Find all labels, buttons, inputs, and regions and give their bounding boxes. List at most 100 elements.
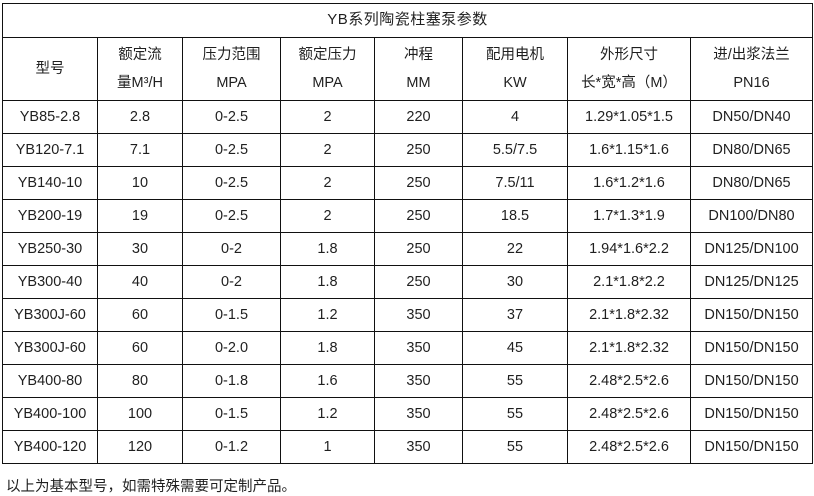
table-cell: 2.1*1.8*2.2 xyxy=(567,265,691,299)
column-header-4: 冲程 MM xyxy=(374,37,463,101)
column-header-line2: 量M³/H xyxy=(117,74,163,91)
cell-model: YB400-100 xyxy=(2,397,98,431)
table-cell: 30 xyxy=(462,265,568,299)
column-header-line1: 进/出浆法兰 xyxy=(713,47,790,64)
table-cell: 4 xyxy=(462,100,568,134)
table-cell: 2.48*2.5*2.6 xyxy=(567,364,691,398)
table-cell: 55 xyxy=(462,430,568,464)
column-header-line2: PN16 xyxy=(733,74,770,91)
cell-model: YB300J-60 xyxy=(2,331,98,365)
table-cell: 10 xyxy=(97,166,183,200)
table-cell: 1.7*1.3*1.9 xyxy=(567,199,691,233)
table-row: YB140-10 10 0-2.5 2 250 7.5/11 1.6*1.2*1.6 DN80… xyxy=(2,166,814,200)
cell-model: YB400-80 xyxy=(2,364,98,398)
column-header-line1: 冲程 xyxy=(404,47,433,64)
table-cell: 80 xyxy=(97,364,183,398)
table-title-row: YB系列陶瓷柱塞泵参数 xyxy=(1,3,814,38)
table-cell: 250 xyxy=(374,265,463,299)
column-header-line1: 型号 xyxy=(35,60,65,77)
table-cell: 0-2.5 xyxy=(182,133,281,167)
table-cell: DN100/DN80 xyxy=(689,199,814,233)
table-row: YB300-40 40 0-2 1.8 250 30 2.1*1.8*2.2 DN125/DN… xyxy=(2,265,814,299)
table-cell: 2.1*1.8*2.32 xyxy=(567,298,691,332)
table-cell: 220 xyxy=(374,100,463,134)
table-cell: 1.8 xyxy=(280,331,375,365)
table-header-row: 型号 额定流 量M³/H 压力范围 MPA 额定压力 MPA 冲程 MM 配用电机 KW 外形尺寸 长*… xyxy=(2,37,814,101)
column-header-7: 进/出浆法兰 PN16 xyxy=(689,37,814,101)
table-cell: DN150/DN150 xyxy=(689,430,814,464)
table-cell: 350 xyxy=(374,331,463,365)
column-header-line2: KW xyxy=(503,74,527,91)
table-cell: DN150/DN150 xyxy=(689,397,814,431)
table-row: YB120-7.1 7.1 0-2.5 2 250 5.5/7.5 1.6*1.15*1.6… xyxy=(2,133,814,167)
table-row: YB400-80 80 0-1.8 1.6 350 55 2.48*2.5*2.6 DN150… xyxy=(2,364,814,398)
table-cell: 2.1*1.8*2.32 xyxy=(567,331,691,365)
column-header-line1: 额定压力 xyxy=(298,47,357,64)
column-header-5: 配用电机 KW xyxy=(462,37,568,101)
table-cell: DN150/DN150 xyxy=(689,331,814,365)
cell-model: YB250-30 xyxy=(2,232,98,266)
table-cell: 45 xyxy=(462,331,568,365)
table-title: YB系列陶瓷柱塞泵参数 xyxy=(1,3,814,38)
table-cell: 350 xyxy=(374,397,463,431)
table-cell: 0-2.0 xyxy=(182,331,281,365)
table-cell: DN150/DN150 xyxy=(689,298,814,332)
table-cell: 120 xyxy=(97,430,183,464)
cell-model: YB300-40 xyxy=(2,265,98,299)
table-cell: 0-1.5 xyxy=(182,298,281,332)
table-cell: 30 xyxy=(97,232,183,266)
table-cell: DN150/DN150 xyxy=(689,364,814,398)
table-row: YB300J-60 60 0-2.0 1.8 350 45 2.1*1.8*2.32 DN15… xyxy=(2,331,814,365)
column-header-line1: 压力范围 xyxy=(202,47,261,64)
column-header-line1: 额定流 xyxy=(118,47,162,64)
column-header-1: 额定流量M³/H xyxy=(97,37,183,101)
table-cell: 2 xyxy=(280,133,375,167)
table-cell: 2 xyxy=(280,199,375,233)
table-cell: 40 xyxy=(97,265,183,299)
table-row: YB300J-60 60 0-1.5 1.2 350 37 2.1*1.8*2.32 DN15… xyxy=(2,298,814,332)
table-row: YB200-19 19 0-2.5 2 250 18.5 1.7*1.3*1.9 DN100/… xyxy=(2,199,814,233)
table-cell: 100 xyxy=(97,397,183,431)
table-cell: DN80/DN65 xyxy=(689,166,814,200)
table-cell: 1.2 xyxy=(280,397,375,431)
cell-model: YB140-10 xyxy=(2,166,98,200)
cell-model: YB120-7.1 xyxy=(2,133,98,167)
table-cell: 350 xyxy=(374,298,463,332)
column-header-6: 外形尺寸 长*宽*高（M） xyxy=(567,37,691,101)
table-cell: 37 xyxy=(462,298,568,332)
column-header-line2: MM xyxy=(406,74,431,91)
table-cell: 250 xyxy=(374,166,463,200)
table-cell: 2 xyxy=(280,100,375,134)
table-cell: DN50/DN40 xyxy=(689,100,814,134)
table-cell: 1.8 xyxy=(280,232,375,266)
table-row: YB400-100 100 0-1.5 1.2 350 55 2.48*2.5*2.6 DN1… xyxy=(2,397,814,431)
table-cell: 350 xyxy=(374,364,463,398)
cell-model: YB85-2.8 xyxy=(2,100,98,134)
table-cell: 1.6*1.15*1.6 xyxy=(567,133,691,167)
table-cell: 2.48*2.5*2.6 xyxy=(567,397,691,431)
table-cell: 7.5/11 xyxy=(462,166,568,200)
table-cell: 60 xyxy=(97,331,183,365)
table-cell: 1.94*1.6*2.2 xyxy=(567,232,691,266)
table-cell: 250 xyxy=(374,199,463,233)
table-cell: 1.6*1.2*1.6 xyxy=(567,166,691,200)
table-cell: 0-2.5 xyxy=(182,199,281,233)
table-cell: DN125/DN125 xyxy=(689,265,814,299)
table-cell: DN125/DN100 xyxy=(689,232,814,266)
table-cell: 1.6 xyxy=(280,364,375,398)
table-cell: 0-2 xyxy=(182,265,281,299)
column-header-line2: 长*宽*高（M） xyxy=(581,74,677,91)
table-row: YB400-120 120 0-1.2 1 350 55 2.48*2.5*2.6 DN150… xyxy=(2,430,814,464)
table-cell: 250 xyxy=(374,133,463,167)
table-row: YB250-30 30 0-2 1.8 250 22 1.94*1.6*2.2 DN125/D… xyxy=(2,232,814,266)
table-body: YB系列陶瓷柱塞泵参数 型号 额定流 量M³/H 压力范围 MPA 额定压力 MPA 冲程 MM… xyxy=(1,3,814,464)
table-cell: 55 xyxy=(462,397,568,431)
table-row: YB85-2.8 2.8 0-2.5 2 220 4 1.29*1.05*1.5 DN50/D… xyxy=(2,100,814,134)
table-cell: 0-1.5 xyxy=(182,397,281,431)
column-header-3: 额定压力 MPA xyxy=(280,37,375,101)
table-cell: 7.1 xyxy=(97,133,183,167)
table-cell: 0-1.2 xyxy=(182,430,281,464)
table-cell: 55 xyxy=(462,364,568,398)
table-cell: 18.5 xyxy=(462,199,568,233)
